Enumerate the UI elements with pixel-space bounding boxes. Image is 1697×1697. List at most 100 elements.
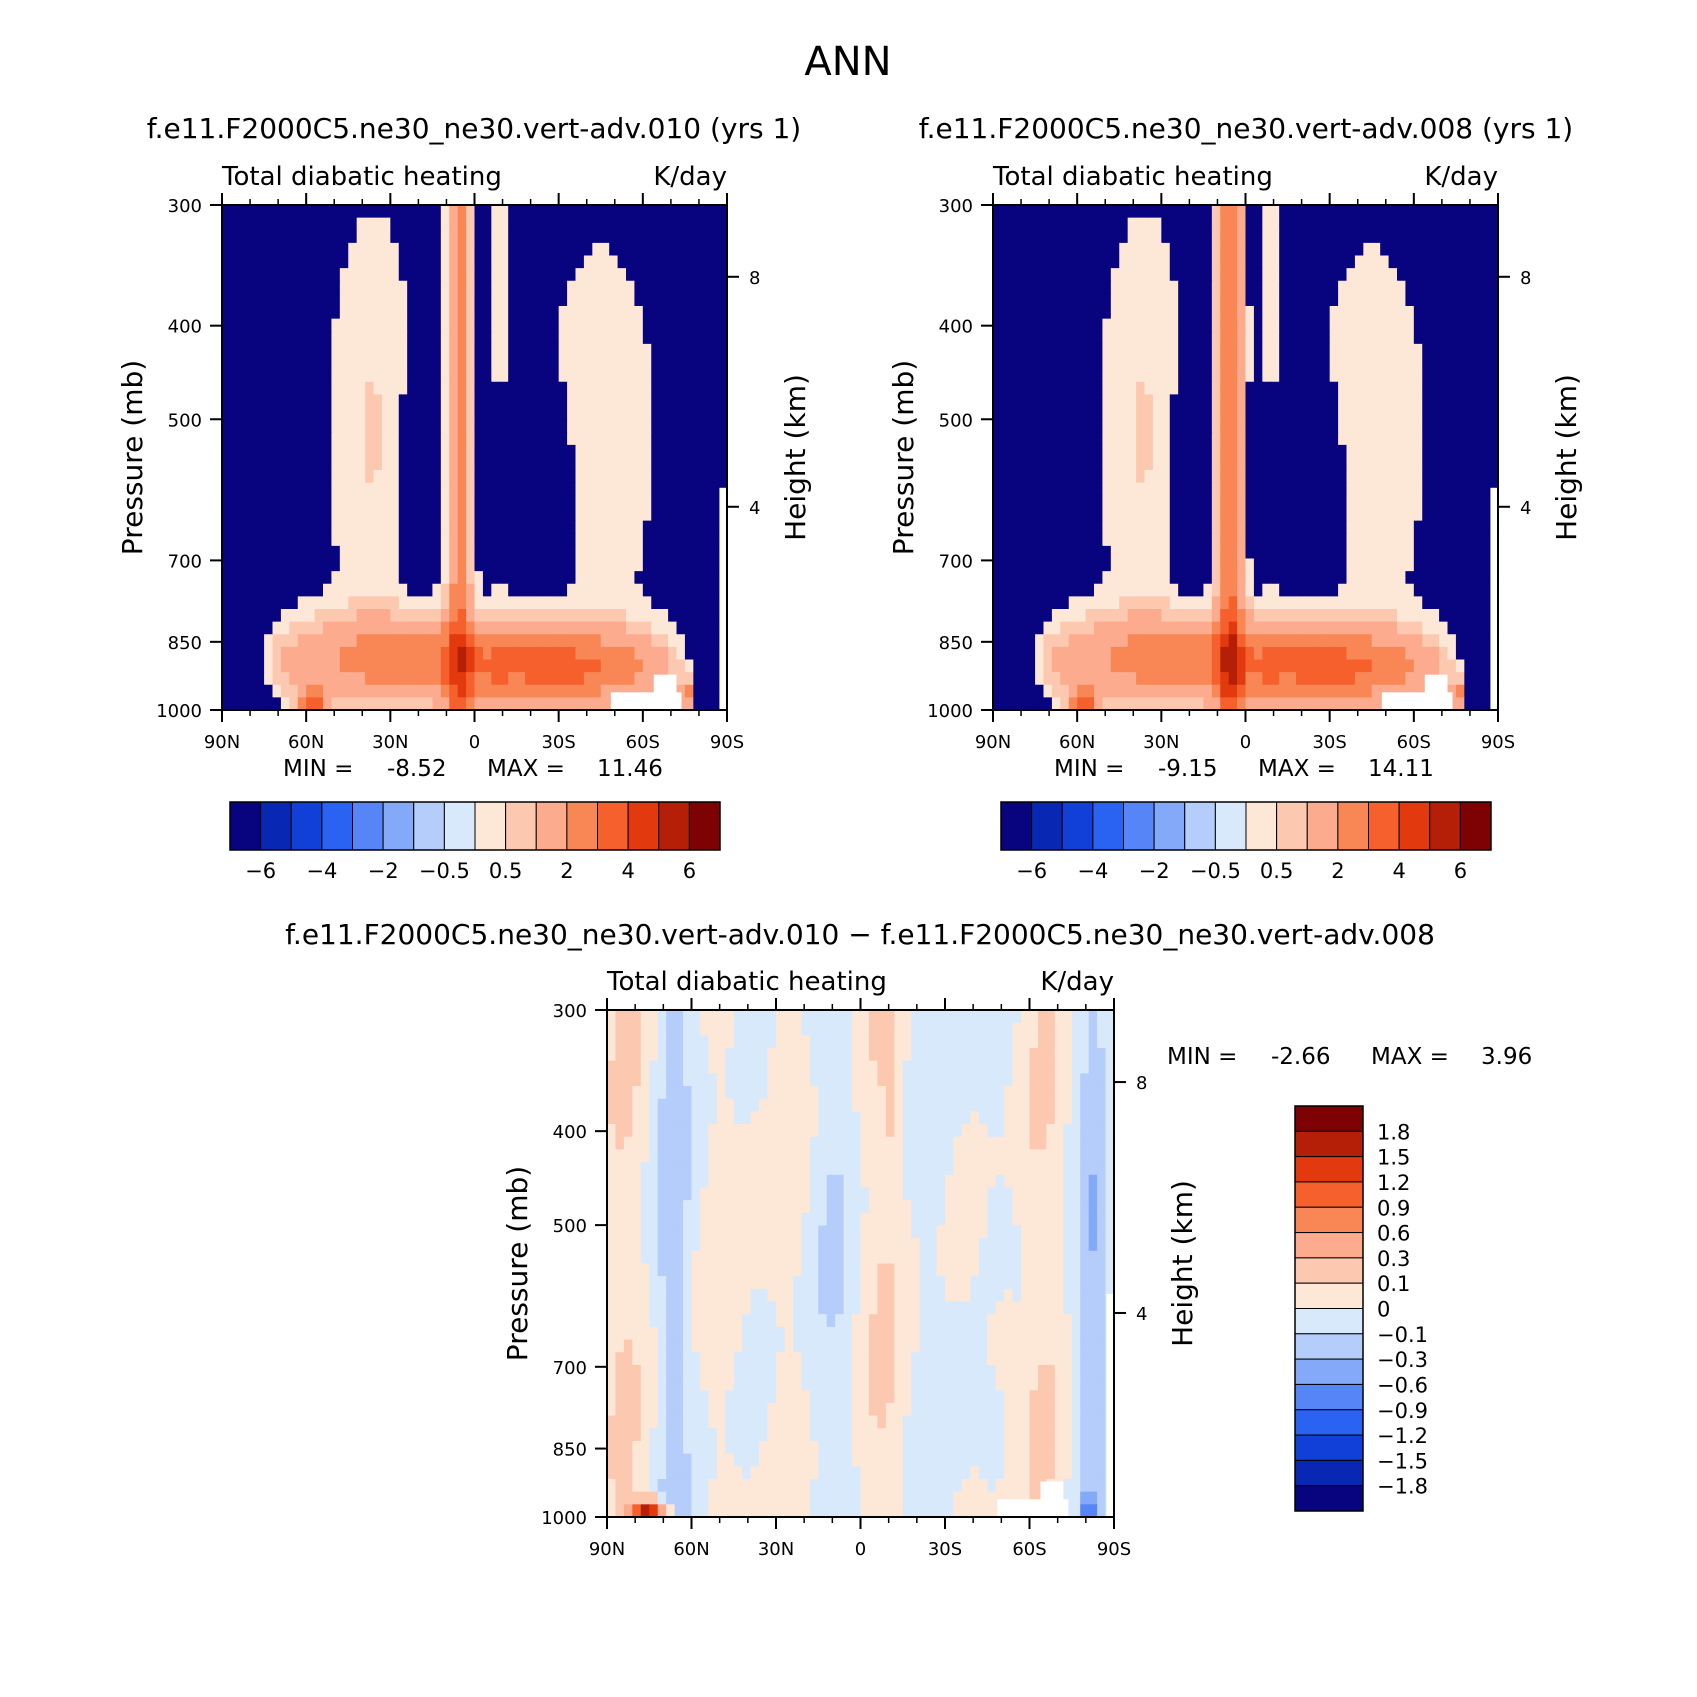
- contour-cell: [331, 583, 341, 597]
- contour-cell: [222, 621, 232, 635]
- contour-cell: [1001, 520, 1011, 534]
- contour-cell: [1371, 318, 1381, 332]
- contour-cell: [1169, 419, 1179, 433]
- contour-cell: [1253, 495, 1263, 509]
- contour-cell: [1077, 571, 1087, 585]
- contour-cell: [642, 217, 652, 231]
- contour-cell: [508, 545, 518, 560]
- contour-cell: [533, 545, 543, 560]
- contour-cell: [466, 419, 476, 433]
- contour-cell: [1422, 508, 1432, 522]
- contour-cell: [1296, 381, 1306, 395]
- contour-cell: [575, 394, 585, 408]
- contour-cell: [1144, 672, 1154, 686]
- contour-cell: [1060, 255, 1070, 269]
- contour-cell: [415, 684, 425, 698]
- contour-cell: [1068, 659, 1078, 673]
- contour-cell: [1178, 432, 1188, 446]
- contour-cell: [1068, 508, 1078, 522]
- contour-cell: [1060, 457, 1070, 471]
- contour-cell: [1472, 482, 1482, 496]
- contour-cell: [1287, 634, 1297, 648]
- contour-cell: [1304, 318, 1314, 332]
- contour-cell: [1161, 242, 1171, 257]
- contour-cell: [676, 432, 686, 446]
- contour-cell: [1321, 571, 1331, 585]
- contour-cell: [668, 230, 678, 244]
- contour-cell: [1296, 520, 1306, 534]
- contour-cell: [1203, 205, 1213, 219]
- contour-cell: [1304, 444, 1314, 459]
- contour-cell: [1371, 596, 1381, 610]
- contour-cell: [1422, 331, 1432, 345]
- contour-cell: [264, 381, 274, 395]
- contour-cell: [314, 444, 324, 459]
- contour-cell: [1018, 545, 1028, 560]
- contour-cell: [432, 293, 442, 307]
- contour-cell: [1455, 394, 1465, 408]
- contour-cell: [1094, 571, 1104, 585]
- contour-cell: [331, 482, 341, 496]
- contour-cell: [1035, 444, 1045, 459]
- contour-cell: [583, 444, 593, 459]
- contour-cell: [398, 205, 408, 219]
- contour-cell: [289, 697, 299, 711]
- contour-cell: [1077, 583, 1087, 597]
- contour-cell: [424, 697, 434, 711]
- contour-cell: [482, 672, 492, 686]
- contour-cell: [474, 318, 484, 332]
- contour-cell: [314, 432, 324, 446]
- contour-cell: [1178, 545, 1188, 560]
- contour-cell: [1287, 533, 1297, 547]
- contour-cell: [1026, 545, 1036, 560]
- contour-cell: [583, 331, 593, 345]
- contour-cell: [1144, 280, 1154, 294]
- contour-cell: [247, 306, 257, 320]
- contour-cell: [592, 419, 602, 433]
- contour-cell: [474, 545, 484, 560]
- contour-cell: [693, 609, 703, 623]
- contour-cell: [1169, 356, 1179, 370]
- contour-cell: [1439, 268, 1449, 282]
- contour-cell: [626, 684, 636, 698]
- contour-cell: [1211, 280, 1221, 294]
- contour-cell: [583, 684, 593, 698]
- contour-cell: [1245, 583, 1255, 597]
- contour-cell: [398, 407, 408, 421]
- contour-cell: [457, 280, 467, 294]
- contour-cell: [1279, 646, 1289, 661]
- contour-cell: [1144, 697, 1154, 711]
- contour-cell: [1472, 331, 1482, 345]
- contour-cell: [1136, 268, 1146, 282]
- contour-cell: [1397, 217, 1407, 231]
- left-string: Total diabatic heating: [221, 162, 502, 192]
- contour-cell: [651, 659, 661, 673]
- contour-cell: [659, 343, 669, 358]
- contour-cell: [1060, 230, 1070, 244]
- contour-cell: [1279, 545, 1289, 560]
- contour-cell: [1085, 255, 1095, 269]
- contour-cell: [1388, 280, 1398, 294]
- contour-cell: [659, 520, 669, 534]
- contour-cell: [1102, 318, 1112, 332]
- contour-cell: [1169, 609, 1179, 623]
- contour-cell: [1203, 293, 1213, 307]
- contour-cell: [1354, 268, 1364, 282]
- contour-cell: [1211, 369, 1221, 383]
- contour-cell: [1203, 331, 1213, 345]
- contour-cell: [491, 217, 501, 231]
- contour-cell: [222, 457, 232, 471]
- contour-cell: [474, 495, 484, 509]
- contour-cell: [651, 230, 661, 244]
- contour-cell: [1262, 470, 1272, 484]
- contour-cell: [1430, 369, 1440, 383]
- contour-cell: [516, 495, 526, 509]
- contour-cell: [668, 293, 678, 307]
- contour-cell: [684, 583, 694, 597]
- contour-cell: [222, 369, 232, 383]
- contour-cell: [1211, 217, 1221, 231]
- contour-cell: [1329, 634, 1339, 648]
- contour-cell: [424, 596, 434, 610]
- contour-cell: [1228, 306, 1238, 320]
- contour-cell: [508, 621, 518, 635]
